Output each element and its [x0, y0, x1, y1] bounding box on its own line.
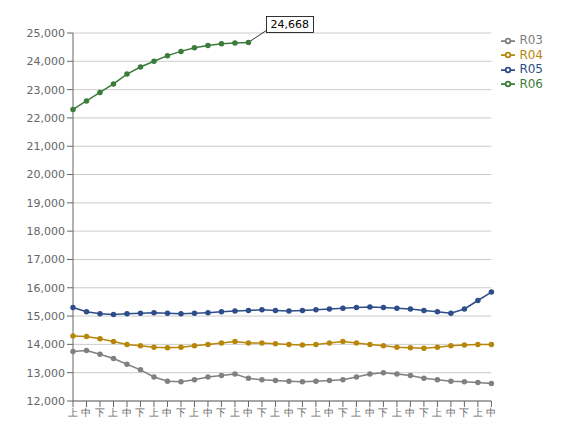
svg-text:15,000: 15,000 — [27, 310, 66, 323]
svg-text:中: 中 — [405, 407, 415, 418]
svg-text:中: 中 — [203, 407, 213, 418]
svg-text:中: 中 — [81, 407, 91, 418]
svg-text:17,000: 17,000 — [27, 253, 66, 266]
svg-text:中: 中 — [365, 407, 375, 418]
svg-text:12,000: 12,000 — [27, 395, 66, 408]
svg-text:下: 下 — [459, 407, 469, 418]
svg-text:下: 下 — [216, 407, 226, 418]
svg-text:16,000: 16,000 — [27, 282, 66, 295]
svg-text:21,000: 21,000 — [27, 140, 66, 153]
svg-text:中: 中 — [162, 407, 172, 418]
svg-text:14,000: 14,000 — [27, 338, 66, 351]
svg-text:上: 上 — [392, 407, 402, 418]
svg-text:下: 下 — [378, 407, 388, 418]
svg-text:下: 下 — [135, 407, 145, 418]
svg-text:13,000: 13,000 — [27, 367, 66, 380]
html-text:R06: R06 — [519, 76, 543, 91]
svg-text:下: 下 — [297, 407, 307, 418]
svg-text:24,000: 24,000 — [27, 55, 66, 68]
svg-text:24,668: 24,668 — [270, 18, 309, 31]
svg-text:下: 下 — [257, 407, 267, 418]
svg-text:中: 中 — [243, 407, 253, 418]
svg-text:18,000: 18,000 — [27, 225, 66, 238]
svg-text:上: 上 — [149, 407, 159, 418]
svg-text:上: 上 — [311, 407, 321, 418]
svg-text:下: 下 — [176, 407, 186, 418]
svg-text:下: 下 — [419, 407, 429, 418]
svg-text:下: 下 — [338, 407, 348, 418]
svg-text:25,000: 25,000 — [27, 27, 66, 40]
svg-text:上: 上 — [68, 407, 78, 418]
svg-text:上: 上 — [473, 407, 483, 418]
html-text:R04: R04 — [519, 47, 543, 62]
svg-text:上: 上 — [108, 407, 118, 418]
svg-text:中: 中 — [284, 407, 294, 418]
svg-text:中: 中 — [446, 407, 456, 418]
svg-text:上: 上 — [351, 407, 361, 418]
svg-text:19,000: 19,000 — [27, 197, 66, 210]
svg-text:23,000: 23,000 — [27, 84, 66, 97]
html-text:R05: R05 — [519, 62, 543, 76]
html-text:R03: R03 — [519, 33, 543, 47]
svg-text:上: 上 — [270, 407, 280, 418]
svg-text:中: 中 — [486, 407, 496, 418]
svg-text:下: 下 — [95, 407, 105, 418]
svg-text:中: 中 — [324, 407, 334, 418]
svg-text:上: 上 — [230, 407, 240, 418]
svg-text:中: 中 — [122, 407, 132, 418]
svg-text:22,000: 22,000 — [27, 112, 66, 125]
svg-text:上: 上 — [432, 407, 442, 418]
svg-text:上: 上 — [189, 407, 199, 418]
svg-text:20,000: 20,000 — [27, 168, 66, 181]
